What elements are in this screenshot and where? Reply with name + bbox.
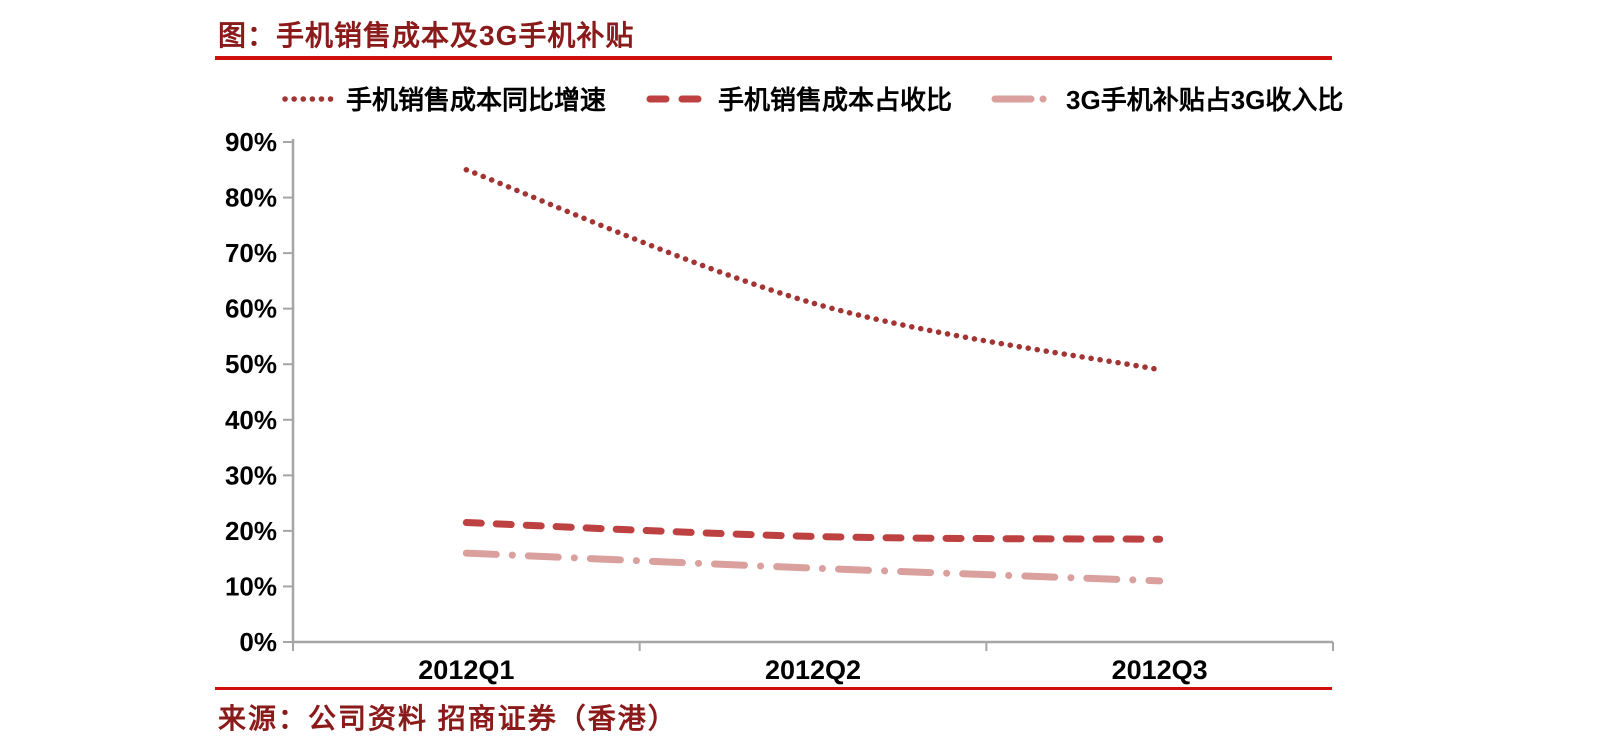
legend-item-cost-to-revenue: 手机销售成本占收比 — [644, 80, 952, 117]
y-axis-tick-label: 40% — [225, 405, 277, 435]
dash-dot-line-swatch-icon — [991, 95, 1056, 102]
dashed-line-swatch-icon — [646, 95, 708, 102]
x-category-label: 2012Q3 — [1112, 655, 1208, 685]
y-axis-tick-label: 10% — [225, 571, 277, 601]
x-category-label: 2012Q1 — [418, 655, 514, 685]
y-axis-tick-label: 90% — [225, 127, 277, 157]
chart-title: 图：手机销售成本及3G手机补贴 — [218, 20, 635, 51]
legend: 手机销售成本同比增速 手机销售成本占收比 3G手机补贴占3G收入比 — [280, 80, 1343, 117]
series-line-2 — [462, 549, 1164, 585]
y-axis-tick-label: 60% — [225, 294, 277, 324]
y-axis-tick-label: 0% — [239, 627, 277, 657]
series-line-0 — [463, 167, 1163, 373]
source-note: 来源：公司资料 招商证券（香港） — [218, 703, 678, 734]
footer-divider-rule — [215, 687, 1332, 690]
series-line-1 — [462, 519, 1164, 543]
legend-label-3g-subsidy: 3G手机补贴占3G收入比 — [1066, 85, 1344, 115]
dotted-line-swatch-icon — [282, 95, 335, 102]
y-axis-tick-label: 70% — [225, 238, 277, 268]
x-category-label: 2012Q2 — [765, 655, 861, 685]
legend-item-yoy-growth: 手机销售成本同比增速 — [280, 80, 606, 117]
legend-label-yoy-growth: 手机销售成本同比增速 — [346, 85, 607, 115]
title-divider-rule — [215, 56, 1332, 60]
axis-lines — [291, 139, 1333, 644]
y-axis-tick-label: 20% — [225, 516, 277, 546]
y-axis-tick-label: 50% — [225, 349, 277, 379]
legend-item-3g-subsidy: 3G手机补贴占3G收入比 — [990, 80, 1343, 117]
legend-label-cost-to-revenue: 手机销售成本占收比 — [718, 85, 953, 115]
y-axis-tick-label: 30% — [225, 460, 277, 490]
y-axis-tick-label: 80% — [225, 183, 277, 213]
